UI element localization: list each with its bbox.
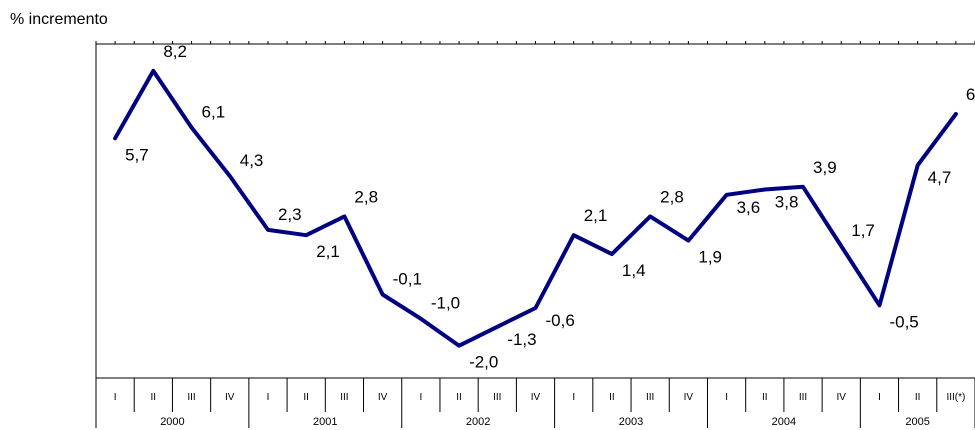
data-label: -0,1 (393, 270, 422, 289)
data-label: 3,8 (775, 192, 799, 211)
data-label: 3,9 (813, 158, 837, 177)
x-tick-label: I (878, 392, 881, 403)
data-label: 6,6 (966, 85, 975, 104)
data-label: 1,9 (698, 248, 722, 267)
x-tick-label: IV (684, 392, 694, 403)
year-label: 2005 (905, 416, 929, 428)
data-point (649, 215, 651, 217)
year-label: 2000 (160, 416, 184, 428)
data-point (917, 164, 919, 166)
year-label: 2003 (619, 416, 643, 428)
data-label: 2,8 (660, 187, 684, 206)
x-tick-label: II (609, 392, 615, 403)
data-label: 2,3 (278, 205, 302, 224)
data-label: 4,3 (240, 151, 264, 170)
data-point (305, 234, 307, 236)
x-tick-label: IV (225, 392, 235, 403)
series-line (113, 68, 958, 348)
data-label: 3,6 (737, 198, 761, 217)
data-label: 1,7 (851, 221, 875, 240)
x-tick-label: III (493, 392, 501, 403)
x-tick-label: II (915, 392, 921, 403)
x-tick-label: III (340, 392, 348, 403)
data-label: 5,7 (125, 145, 149, 164)
data-point (764, 188, 766, 190)
data-label: -0,5 (889, 312, 918, 331)
x-tick-label: III(*) (946, 392, 965, 403)
data-label: 2,1 (316, 242, 340, 261)
x-tick-label: II (151, 392, 157, 403)
x-tick-label: I (419, 392, 422, 403)
data-point (687, 240, 689, 242)
data-label: 6,1 (202, 103, 226, 122)
data-label: -2,0 (469, 353, 498, 372)
year-label: 2001 (313, 416, 337, 428)
x-tick-label: I (725, 392, 728, 403)
data-point (114, 137, 116, 139)
x-tick-label: II (456, 392, 462, 403)
data-point (382, 294, 384, 295)
year-label: 2004 (772, 416, 796, 428)
x-tick-label: I (572, 392, 575, 403)
data-point (496, 326, 498, 328)
y-axis-label: % incremento (10, 11, 108, 28)
data-point (726, 194, 728, 196)
x-tick-label: I (114, 392, 117, 403)
data-point (802, 186, 804, 188)
data-point (840, 245, 842, 247)
data-point (191, 127, 193, 128)
x-tick-label: II (762, 392, 768, 403)
x-tick-label: III (187, 392, 195, 403)
data-label: -1,3 (507, 330, 536, 349)
data-point (535, 307, 536, 309)
data-point (267, 229, 269, 231)
x-tick-label: I (267, 392, 270, 403)
x-tick-label: II (303, 392, 309, 403)
data-point (611, 253, 613, 255)
year-label: 2002 (466, 416, 490, 428)
data-point (152, 70, 154, 72)
data-point (420, 318, 422, 320)
data-label: 2,1 (584, 206, 608, 225)
data-point (878, 304, 880, 306)
x-tick-label: III (646, 392, 654, 403)
data-point (343, 215, 345, 217)
x-tick-label: III (799, 392, 807, 403)
data-point (955, 113, 957, 115)
data-point (573, 234, 575, 236)
x-tick-label: IV (837, 392, 847, 403)
data-label: 1,4 (622, 261, 646, 280)
data-point (458, 345, 460, 347)
data-label: -1,0 (431, 294, 460, 313)
data-label: -0,6 (546, 311, 575, 330)
data-label: 2,8 (354, 187, 378, 206)
data-point (229, 175, 231, 177)
x-tick-label: IV (531, 392, 541, 403)
data-label: 4,7 (928, 168, 952, 187)
x-tick-label: IV (378, 392, 388, 403)
data-label: 8,2 (163, 42, 187, 61)
